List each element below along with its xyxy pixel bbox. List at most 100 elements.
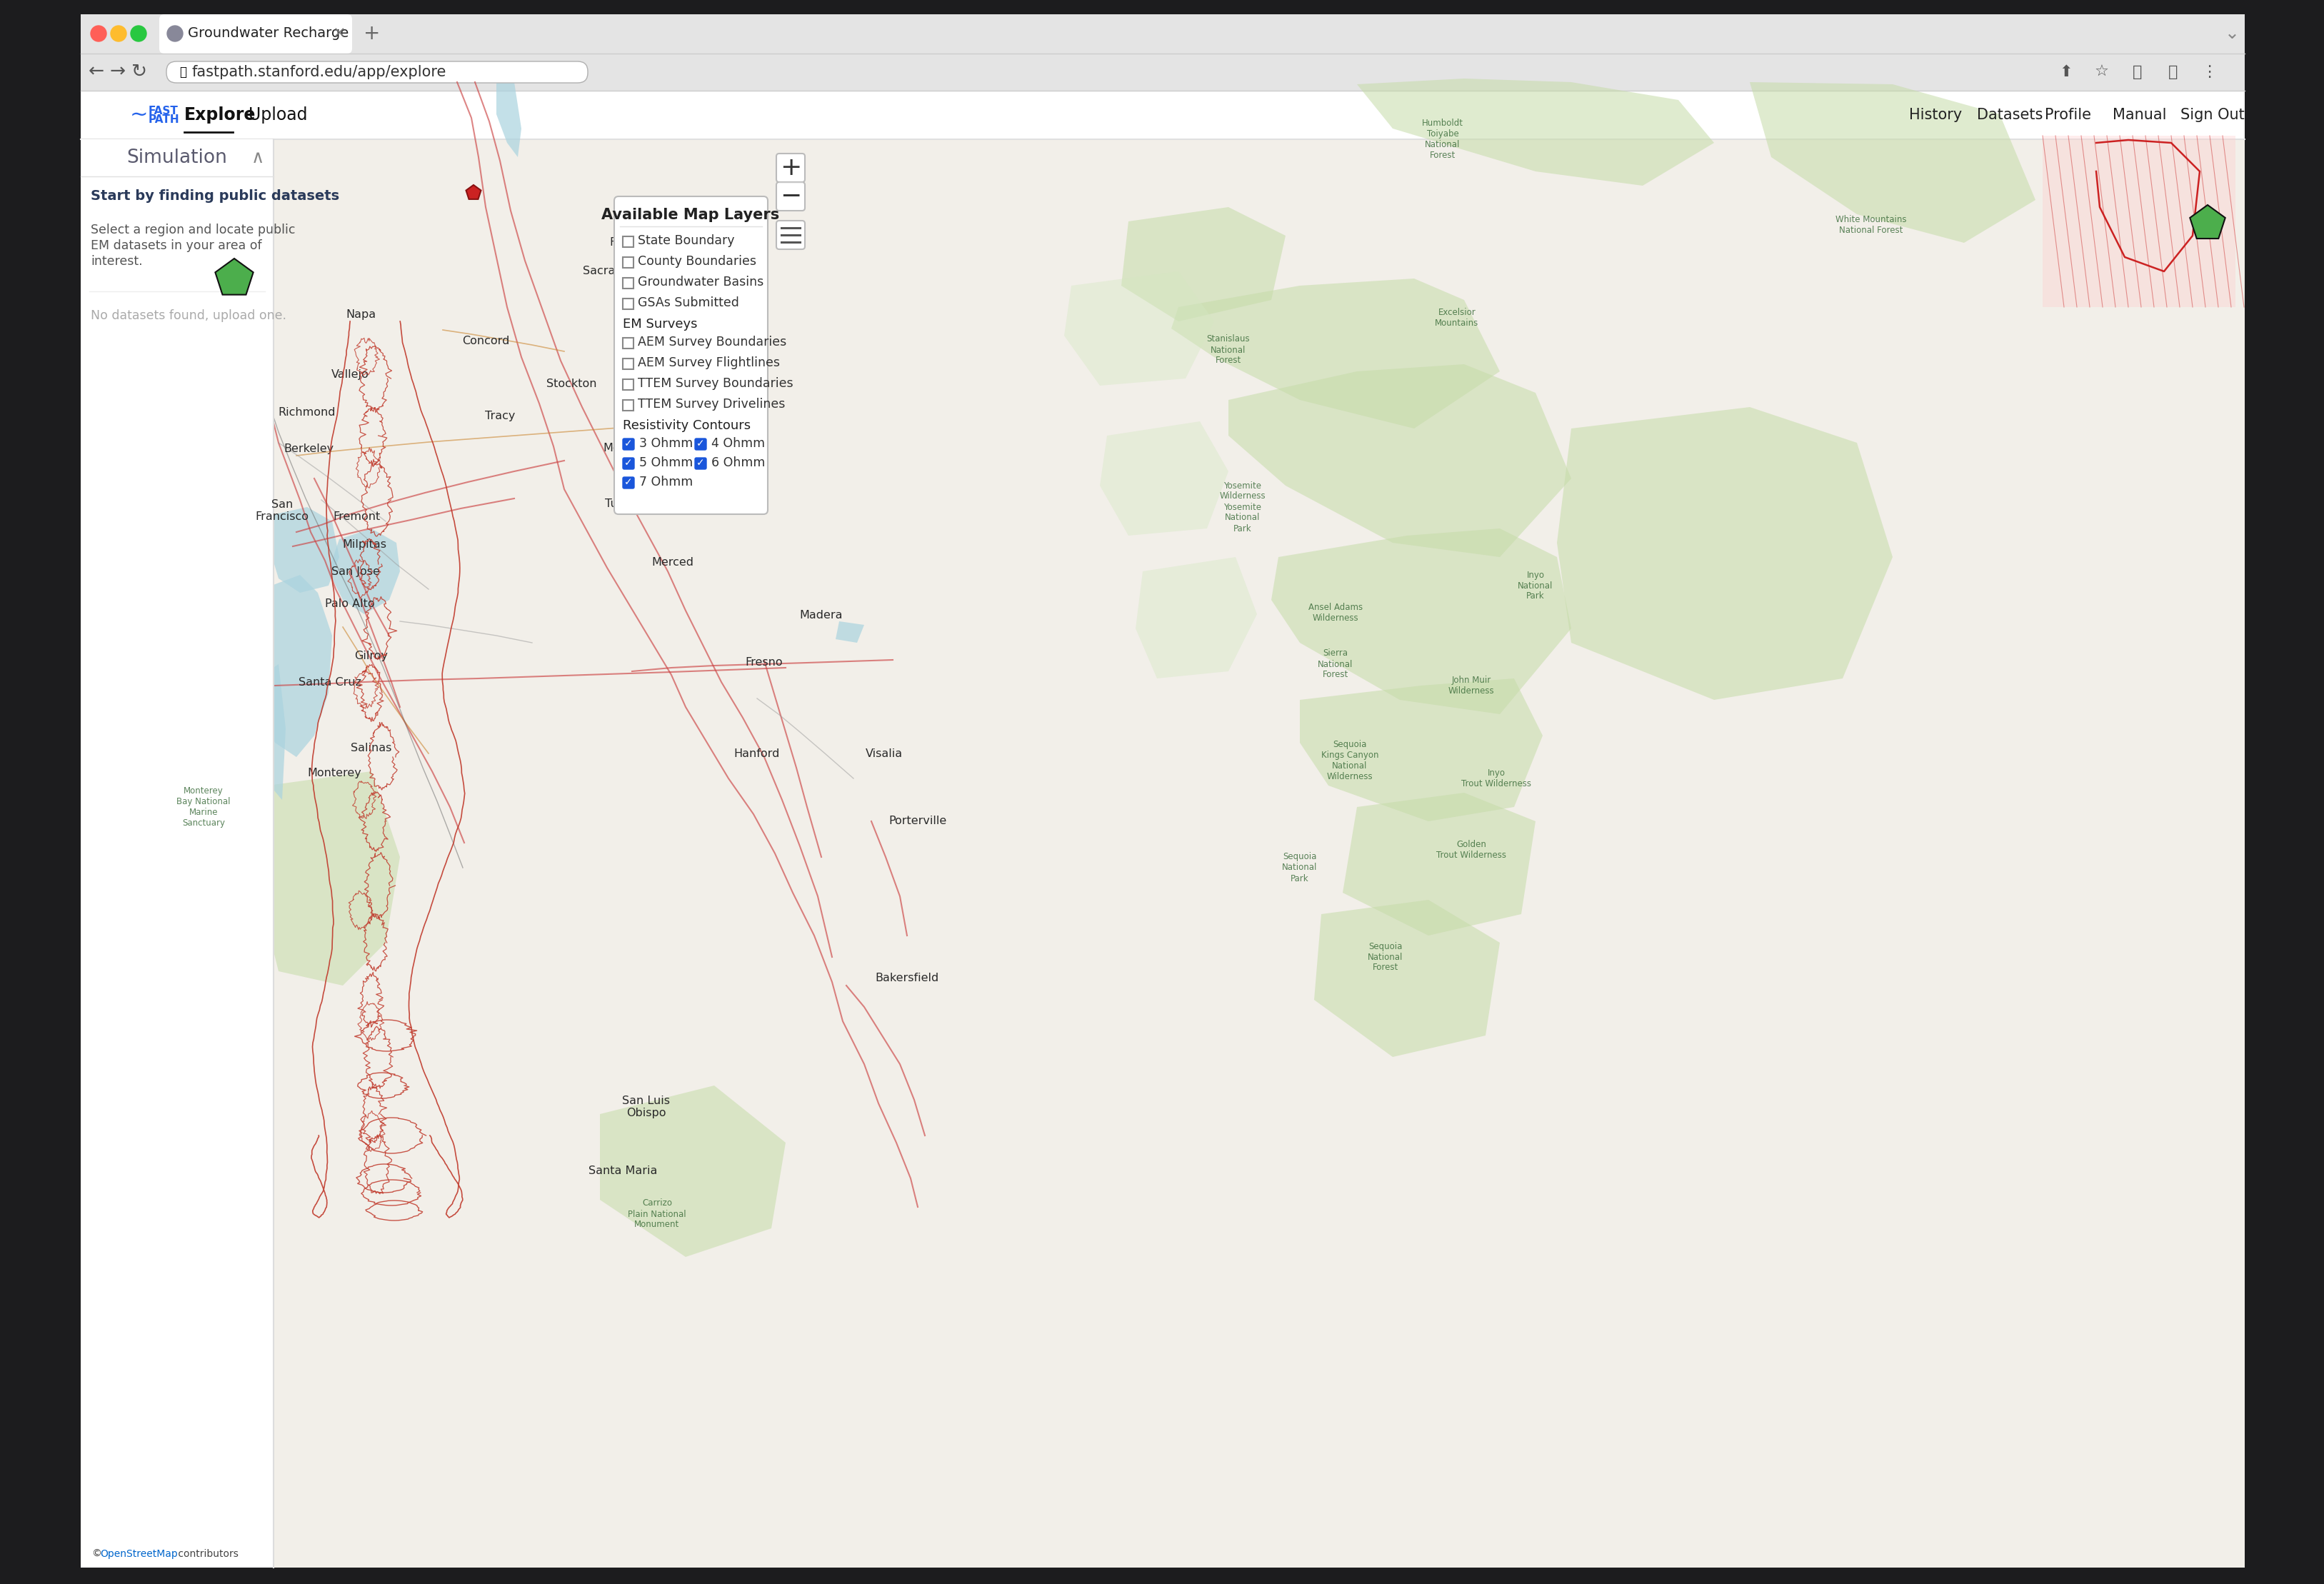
Text: Bakersfield: Bakersfield [876,973,939,984]
Text: 👤: 👤 [2168,65,2178,79]
FancyBboxPatch shape [623,458,634,469]
Text: −: − [781,184,802,209]
Text: San Luis
Obispo: San Luis Obispo [623,1096,669,1118]
Polygon shape [837,621,865,643]
Text: +: + [781,155,802,181]
Text: ←: ← [88,63,105,81]
Text: Milpitas: Milpitas [342,540,386,550]
Text: Stanislaus
National
Forest: Stanislaus National Forest [1206,334,1250,366]
Text: OpenStreetMap: OpenStreetMap [100,1549,177,1559]
Text: Vacaville: Vacaville [679,209,730,220]
Text: Groundwater Recharge: Groundwater Recharge [188,27,349,40]
Polygon shape [1299,678,1543,821]
Text: Elk Grove: Elk Grove [623,325,676,336]
FancyBboxPatch shape [695,439,706,450]
Text: ©: © [91,1549,102,1559]
Text: Carrizo
Plain National
Monument: Carrizo Plain National Monument [627,1199,686,1229]
Polygon shape [467,185,481,200]
Text: Napa: Napa [346,309,376,320]
Text: 5 Ohmm: 5 Ohmm [639,456,693,469]
Circle shape [112,25,125,41]
Text: 3 Ohmm: 3 Ohmm [639,437,693,450]
Text: Sequoia
Kings Canyon
National
Wilderness: Sequoia Kings Canyon National Wilderness [1320,740,1378,781]
Text: San Jose: San Jose [332,565,379,577]
Text: ⧉: ⧉ [2133,65,2143,79]
Text: EM Surveys: EM Surveys [623,318,697,331]
Text: Sequoia
National
Park: Sequoia National Park [1283,852,1318,882]
Text: ×: × [332,27,346,41]
Polygon shape [2189,204,2226,239]
Text: State Boundary: State Boundary [637,234,734,247]
Bar [623,277,634,288]
Text: +: + [365,24,381,44]
Text: John Muir
Wilderness: John Muir Wilderness [1448,676,1494,695]
Polygon shape [1343,792,1536,936]
Text: No datasets found, upload one.: No datasets found, upload one. [91,309,286,322]
Polygon shape [1064,271,1213,385]
Text: ✓: ✓ [697,439,704,448]
Text: Fairfield: Fairfield [609,238,655,249]
Text: Sierra
National
Forest: Sierra National Forest [1318,649,1353,680]
Polygon shape [267,507,339,592]
Polygon shape [1171,279,1499,429]
Bar [623,399,634,410]
Text: Madera: Madera [799,610,844,621]
FancyBboxPatch shape [160,14,353,54]
Text: FAST: FAST [149,106,179,116]
Text: Excelsior
Mountains: Excelsior Mountains [1436,307,1478,328]
Text: Visalia: Visalia [865,748,902,759]
Text: interest.: interest. [91,255,142,268]
Text: TTEM Survey Boundaries: TTEM Survey Boundaries [637,377,792,390]
Circle shape [130,25,146,41]
Text: Monterey: Monterey [307,767,360,778]
Text: ☆: ☆ [2094,65,2108,79]
Text: Humboldt
Toiyabe
National
Forest: Humboldt Toiyabe National Forest [1422,119,1464,160]
Text: Start by finding public datasets: Start by finding public datasets [91,188,339,203]
Text: ✓: ✓ [697,458,704,467]
Text: ✓: ✓ [625,477,632,486]
Text: ∧: ∧ [251,149,265,166]
Polygon shape [1557,407,1892,700]
Text: Upload: Upload [249,106,307,124]
Bar [623,358,634,369]
Bar [274,139,2245,1568]
Text: Salinas: Salinas [351,743,393,754]
Text: Tracy: Tracy [486,410,516,421]
Text: Groundwater Basins: Groundwater Basins [637,276,765,288]
Polygon shape [497,82,521,157]
Text: Gilroy: Gilroy [356,651,388,661]
FancyBboxPatch shape [81,14,2245,1568]
Text: Vallejo: Vallejo [330,369,370,380]
Text: Sequoia
National
Forest: Sequoia National Forest [1369,941,1404,973]
Text: PATH: PATH [149,114,179,125]
Text: Porterville: Porterville [888,816,946,827]
Text: ⬆: ⬆ [2059,65,2073,79]
FancyBboxPatch shape [623,439,634,450]
Text: Inyo
National
Park: Inyo National Park [1518,570,1552,600]
Text: Richmond: Richmond [279,407,337,418]
FancyBboxPatch shape [776,154,804,182]
Polygon shape [1229,364,1571,558]
Polygon shape [1120,208,1285,322]
Text: County Boundaries: County Boundaries [637,255,755,268]
Text: ✓: ✓ [625,439,632,448]
Text: Monterey
Bay National
Marine
Sanctuary: Monterey Bay National Marine Sanctuary [177,786,230,828]
Polygon shape [1271,529,1571,714]
Polygon shape [600,1085,786,1258]
FancyBboxPatch shape [167,62,588,82]
Text: History: History [1908,108,1961,122]
Text: 7 Ohmm: 7 Ohmm [639,475,693,488]
Bar [623,236,634,247]
Text: Manual: Manual [2113,108,2166,122]
FancyBboxPatch shape [776,220,804,249]
Bar [623,257,634,268]
Polygon shape [1750,82,2036,242]
Text: EM datasets in your area of: EM datasets in your area of [91,239,263,252]
Bar [81,139,274,1568]
Text: Concord: Concord [462,336,509,347]
Text: San
Francisco: San Francisco [256,499,309,523]
FancyBboxPatch shape [614,196,767,515]
FancyBboxPatch shape [623,477,634,488]
Text: Fremont: Fremont [332,512,381,521]
Text: Hanford: Hanford [734,748,781,759]
